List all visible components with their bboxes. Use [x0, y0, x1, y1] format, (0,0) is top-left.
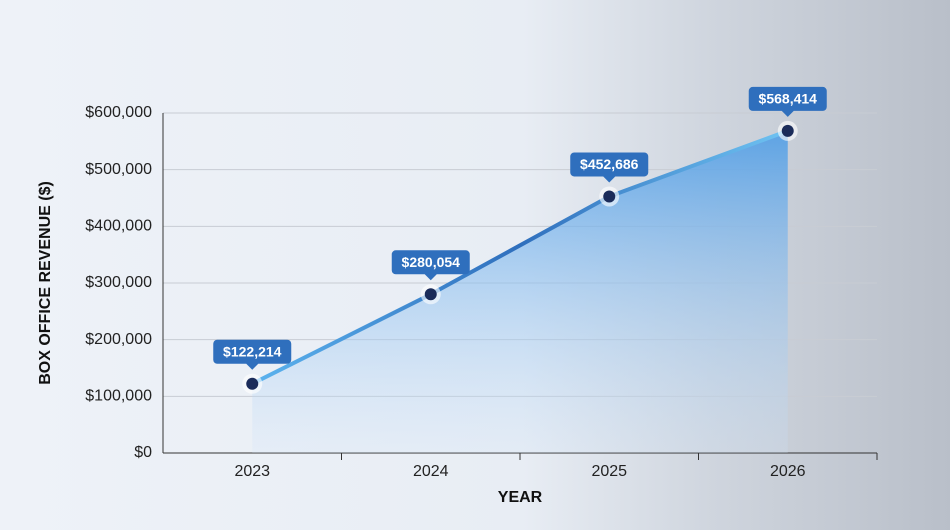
label-box — [213, 339, 292, 370]
y-tick-label: $600,000 — [85, 104, 152, 121]
x-tick-label: 2025 — [591, 463, 627, 480]
y-axis-title: BOX OFFICE REVENUE ($) — [37, 181, 54, 385]
value-label: $568,414 — [759, 91, 818, 107]
y-tick-label: $100,000 — [85, 388, 152, 405]
area — [252, 130, 788, 453]
x-tick-label: 2024 — [413, 463, 449, 480]
y-tick-label: $300,000 — [85, 274, 152, 291]
point — [246, 377, 259, 390]
label-box — [748, 86, 827, 117]
point — [424, 288, 437, 301]
y-tick-label: $0 — [134, 444, 152, 461]
y-tick-label: $200,000 — [85, 331, 152, 348]
label-box — [391, 250, 470, 281]
line — [251, 129, 789, 386]
label-box — [570, 152, 649, 183]
x-axis-title: YEAR — [498, 489, 543, 506]
x-tick-label: 2026 — [770, 463, 806, 480]
point — [781, 124, 794, 137]
value-label: $122,214 — [223, 343, 282, 359]
point — [603, 190, 616, 203]
value-label: $280,054 — [402, 254, 461, 270]
y-tick-label: $400,000 — [85, 218, 152, 235]
value-label: $452,686 — [580, 156, 639, 172]
x-tick-label: 2023 — [234, 463, 270, 480]
y-tick-label: $500,000 — [85, 161, 152, 178]
